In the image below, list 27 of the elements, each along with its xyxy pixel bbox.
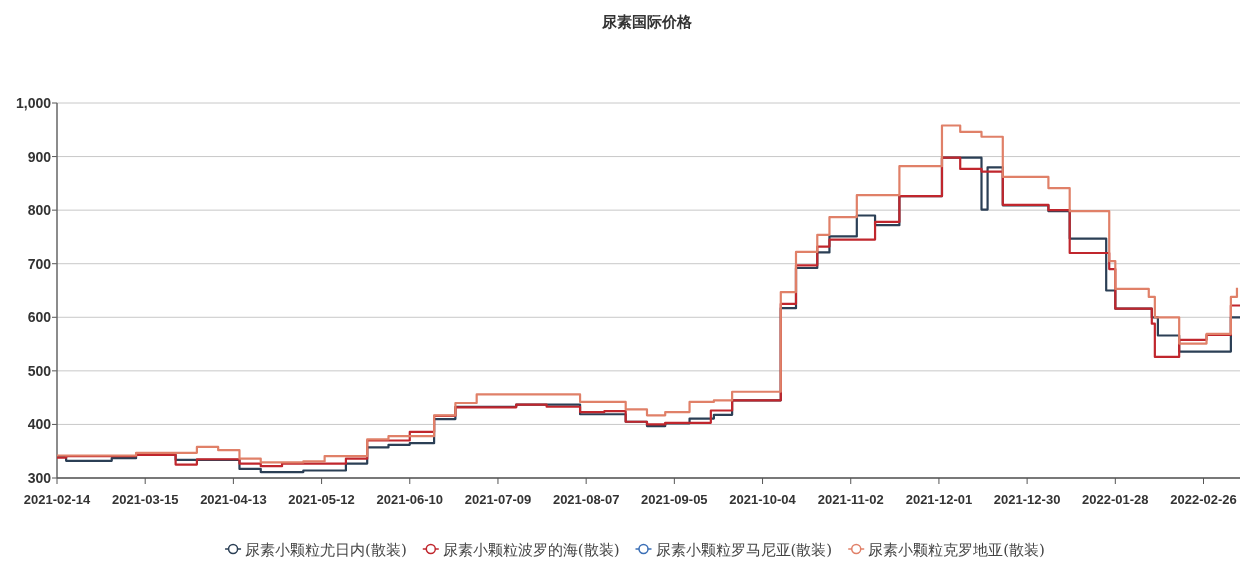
legend-label: 尿素小颗粒罗马尼亚(散装) — [655, 541, 833, 559]
y-tick-label: 600 — [27, 309, 52, 326]
x-tick-label: 2021-05-12 — [288, 492, 355, 507]
x-tick-label: 2021-04-13 — [200, 492, 267, 507]
x-tick-label: 2021-11-02 — [817, 492, 884, 507]
y-tick-label: 400 — [27, 416, 52, 433]
y-tick-label: 500 — [27, 362, 52, 379]
x-tick-label: 2022-01-28 — [1082, 492, 1149, 507]
y-tick-label: 900 — [27, 148, 52, 165]
x-tick-label: 2021-12-01 — [905, 492, 973, 507]
x-tick-label: 2021-12-30 — [993, 492, 1061, 507]
x-tick-label: 2021-03-15 — [111, 492, 179, 507]
x-tick-label: 2021-10-04 — [729, 492, 797, 507]
x-tick-label: 2021-07-09 — [464, 492, 532, 507]
y-tick-label: 800 — [27, 202, 52, 219]
x-tick-label: 2021-09-05 — [641, 492, 708, 507]
legend-label: 尿素小颗粒克罗地亚(散装) — [868, 541, 1045, 559]
y-tick-label: 1,000 — [15, 95, 52, 111]
y-tick-label: 700 — [27, 255, 52, 272]
x-tick-label: 2021-06-10 — [376, 492, 444, 507]
chart-title: 尿素国际价格 — [601, 13, 693, 31]
legend-label: 尿素小颗粒波罗的海(散装) — [442, 541, 620, 559]
y-tick-label: 300 — [27, 470, 52, 486]
x-tick-label: 2021-08-07 — [552, 492, 620, 507]
x-tick-label: 2021-02-14 — [23, 492, 92, 507]
legend-label: 尿素小颗粒尤日内(散装) — [245, 541, 407, 559]
x-tick-label: 2022-02-26 — [1170, 492, 1237, 507]
